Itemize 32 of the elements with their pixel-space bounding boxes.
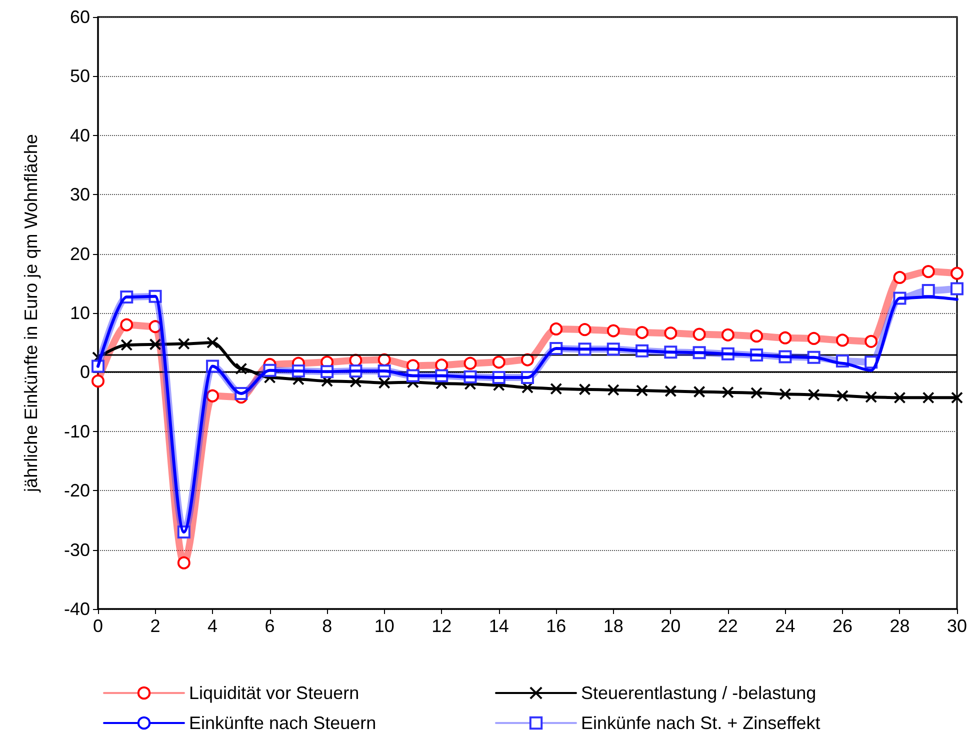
- x-tick-label: 12: [432, 616, 452, 636]
- x-tick-label: 22: [718, 616, 738, 636]
- x-tick-label: 16: [546, 616, 566, 636]
- y-tick-label: -10: [64, 421, 90, 442]
- x-tick-label: 10: [374, 616, 394, 636]
- y-tick-label: 30: [70, 184, 90, 205]
- x-tick-label: 30: [946, 616, 968, 636]
- y-tick-label: 50: [70, 66, 90, 86]
- x-tick-label: 8: [322, 616, 332, 636]
- y-tick-label: 10: [70, 303, 90, 323]
- y-axis-title: jährliche Einkünfte in Euro je qm Wohnfläche: [21, 134, 41, 493]
- y-tick-label: 0: [80, 362, 90, 382]
- x-tick-label: 26: [832, 616, 852, 636]
- legend-label: Liquidität vor Steuern: [189, 683, 360, 703]
- legend-label: Steuerentlastung / -belastung: [581, 683, 816, 703]
- y-tick-label: 40: [70, 125, 90, 146]
- x-tick-label: 2: [150, 616, 160, 636]
- y-tick-label: -20: [64, 480, 90, 501]
- legend-label: Einkünfe nach St. + Zinseffekt: [581, 713, 820, 733]
- y-tick-label: 20: [70, 244, 90, 264]
- y-tick-label: -30: [64, 540, 90, 560]
- legend-label: Einkünfte nach Steuern: [189, 713, 376, 733]
- x-tick-label: 24: [775, 616, 796, 636]
- x-tick-label: 0: [92, 616, 104, 636]
- y-tick-label: 60: [70, 7, 90, 27]
- x-tick-label: 4: [208, 616, 218, 636]
- x-tick-label: 28: [890, 616, 910, 636]
- x-tick-label: 20: [660, 616, 681, 636]
- x-tick-label: 14: [488, 616, 509, 636]
- x-tick-label: 18: [603, 616, 624, 636]
- y-tick-label: -40: [64, 599, 90, 619]
- x-tick-label: 6: [264, 616, 275, 636]
